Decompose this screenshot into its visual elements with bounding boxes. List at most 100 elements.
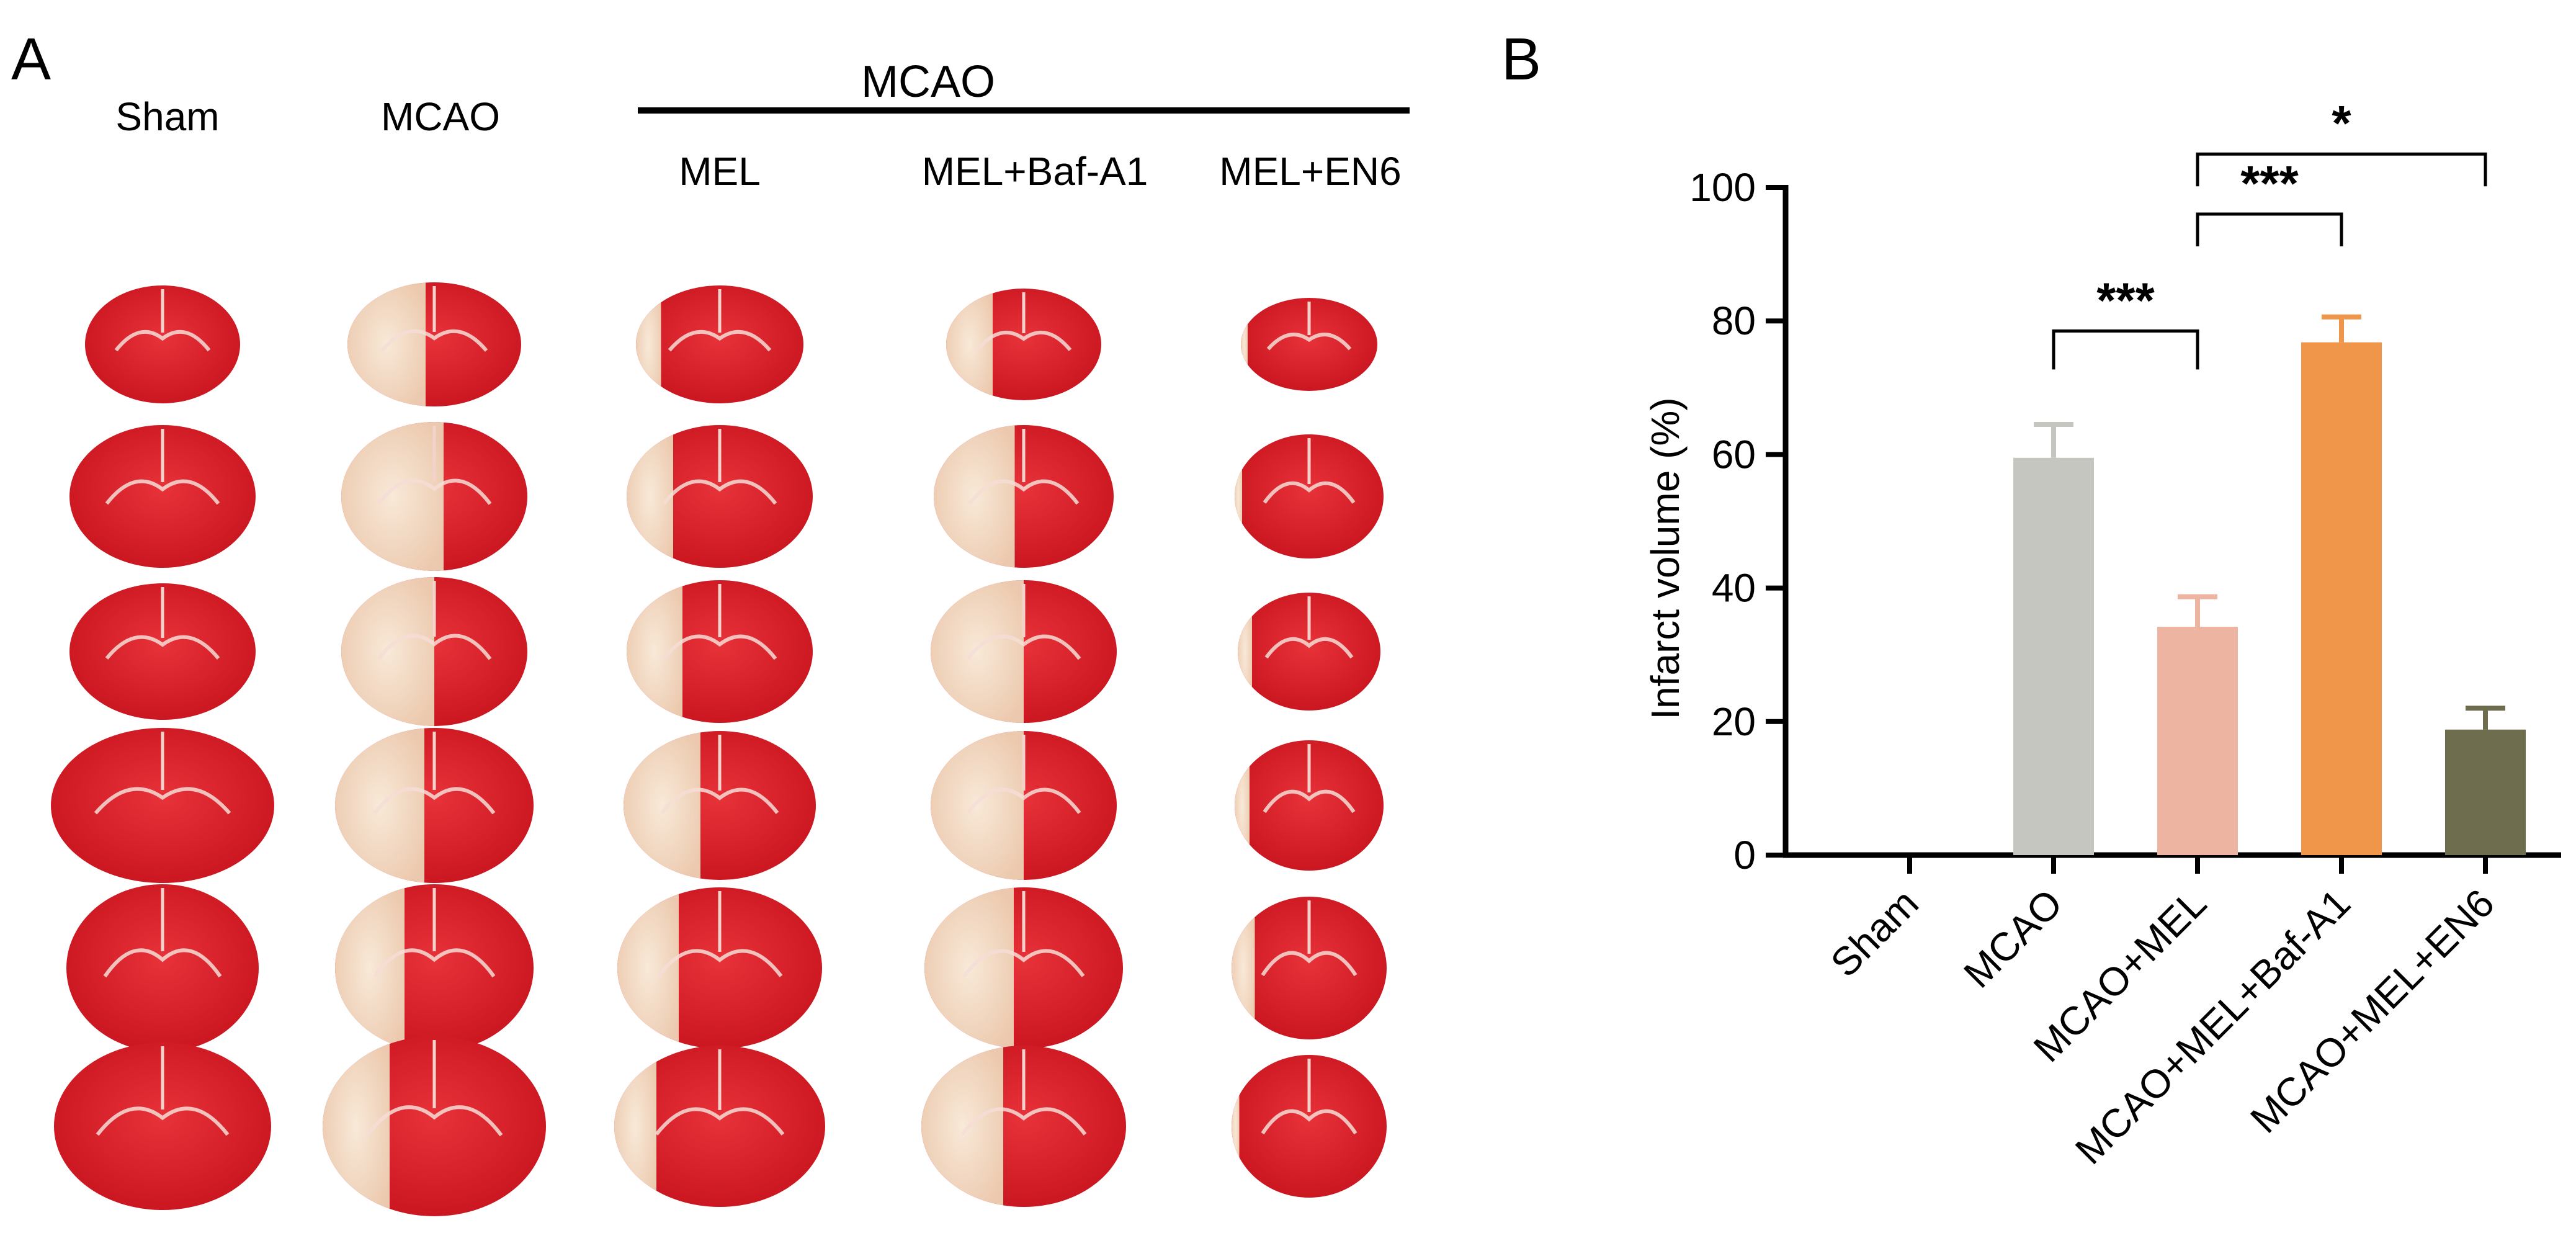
section-ventricle <box>377 634 492 660</box>
infarct-region <box>636 285 661 403</box>
section-ventricle <box>1264 637 1354 659</box>
brain-section-mcao-row-3 <box>341 577 527 726</box>
section-tissue <box>636 285 803 403</box>
section-ventricle <box>960 1107 1087 1136</box>
brain-sections-grid: A MCAO Sham MCAO MEL MEL+Baf-A1 MEL+EN6 <box>11 26 1410 1216</box>
brain-section-mcao-row-2 <box>341 422 527 571</box>
section-ventricle <box>103 948 222 978</box>
infarct-region <box>341 422 444 571</box>
significance-bracket-3 <box>2196 152 2487 187</box>
column-label-mcao: MCAO <box>381 94 500 139</box>
infarct-region <box>335 884 405 1052</box>
y-axis-label: Infarct volume (%) <box>1643 397 1688 719</box>
section-tissue <box>66 884 259 1052</box>
brain-section-mel-en6-row-5 <box>1232 897 1387 1039</box>
infarct-region <box>617 887 679 1049</box>
significance-label-1: *** <box>2096 272 2155 328</box>
brain-section-mcao-row-1 <box>347 282 521 406</box>
y-tick-label-100: 100 <box>1689 165 1756 210</box>
section-tissue <box>54 1042 271 1210</box>
infarct-region <box>1235 740 1250 871</box>
infarct-region <box>1235 434 1242 558</box>
section-ventricle <box>968 479 1080 505</box>
section-ventricle <box>377 478 492 505</box>
significance-label-2: *** <box>2240 156 2299 211</box>
infarct-region <box>1232 1055 1240 1198</box>
section-tissue <box>69 425 256 568</box>
panel-b-letter: B <box>1501 26 1541 92</box>
bar-mcao-mel <box>2157 627 2238 855</box>
section-ventricle <box>660 787 779 814</box>
section-ventricle <box>94 787 231 815</box>
section-ventricle <box>1261 951 1357 977</box>
section-ventricle <box>1263 481 1356 504</box>
column-label-sham: Sham <box>115 94 219 139</box>
brain-section-mel-row-3 <box>627 580 813 723</box>
brain-section-mel-en6-row-6 <box>1232 1055 1387 1198</box>
section-ventricle <box>1266 333 1352 351</box>
section-ventricle <box>105 479 220 505</box>
section-tissue <box>1232 897 1387 1039</box>
brain-section-mel-baf-row-4 <box>931 731 1117 880</box>
brain-section-sham-row-3 <box>69 583 256 720</box>
infarct-region <box>624 731 700 880</box>
x-tick-label-sham: Sham <box>1822 881 1927 985</box>
infarct-region <box>1232 897 1255 1039</box>
brain-section-mcao-row-4 <box>335 728 534 883</box>
infarct-region <box>341 577 434 726</box>
significance-bracket-2 <box>2196 212 2343 247</box>
y-tick-label-0: 0 <box>1733 833 1756 877</box>
y-tick-label-40: 40 <box>1712 566 1756 611</box>
section-ventricle <box>966 787 1081 814</box>
section-ventricle <box>373 787 496 815</box>
section-tissue <box>51 728 274 883</box>
brain-section-mcao-row-5 <box>335 884 534 1052</box>
infarct-region <box>931 580 1024 723</box>
infarct-region <box>323 1036 390 1216</box>
brain-section-sham-row-6 <box>54 1042 271 1210</box>
section-tissue <box>85 285 240 403</box>
error-bar-mcao-mel <box>2178 594 2217 627</box>
infarct-region <box>614 1046 656 1207</box>
brain-section-mel-row-1 <box>636 285 803 403</box>
section-tissue <box>1235 434 1384 558</box>
brain-section-sham-row-4 <box>51 728 274 883</box>
brain-section-mel-baf-row-3 <box>931 580 1117 723</box>
section-ventricle <box>1261 1109 1357 1135</box>
error-bar-mcao <box>2034 421 2073 458</box>
section-tissue <box>1238 593 1380 711</box>
infarct-region <box>1238 593 1252 711</box>
section-ventricle <box>373 948 496 978</box>
section-ventricle <box>114 330 211 352</box>
brain-section-mcao-row-6 <box>323 1036 546 1216</box>
section-ventricle <box>662 479 777 505</box>
section-ventricle <box>105 635 220 660</box>
brain-section-mel-en6-row-1 <box>1241 298 1377 391</box>
section-tissue <box>1235 740 1384 871</box>
section-ventricle <box>96 1106 230 1136</box>
brain-section-sham-row-5 <box>66 884 259 1052</box>
section-ventricle <box>662 634 777 660</box>
error-bar-mcao-mel-baf <box>2322 314 2361 343</box>
section-ventricle <box>975 330 1072 351</box>
x-tick-label-mcao: MCAO <box>1955 881 2071 997</box>
brain-section-mel-en6-row-4 <box>1235 740 1384 871</box>
panel-a-letter: A <box>11 26 51 92</box>
section-ventricle <box>1263 789 1356 814</box>
x-tick-label-mcao-mel-baf: MCAO+MEL+Baf-A1 <box>2067 881 2359 1173</box>
section-ventricle <box>962 949 1085 977</box>
infarct-region <box>946 289 993 400</box>
mcao-group-header: MCAO <box>861 57 995 107</box>
error-bar-mcao-mel-en6 <box>2466 706 2505 730</box>
brain-section-mel-baf-row-6 <box>921 1046 1126 1207</box>
y-tick-label-60: 60 <box>1712 432 1756 477</box>
x-tick-label-mcao-mel-en6: MCAO+MEL+EN6 <box>2242 881 2503 1142</box>
brain-section-sham-row-1 <box>85 285 240 403</box>
brain-section-mel-row-4 <box>624 731 816 880</box>
infarct-region <box>931 731 1024 880</box>
brain-section-sham-row-2 <box>69 425 256 568</box>
section-ventricle <box>380 329 488 352</box>
column-label-mel: MEL <box>679 149 761 194</box>
section-tissue <box>69 583 256 720</box>
y-tick-label-80: 80 <box>1712 298 1756 343</box>
